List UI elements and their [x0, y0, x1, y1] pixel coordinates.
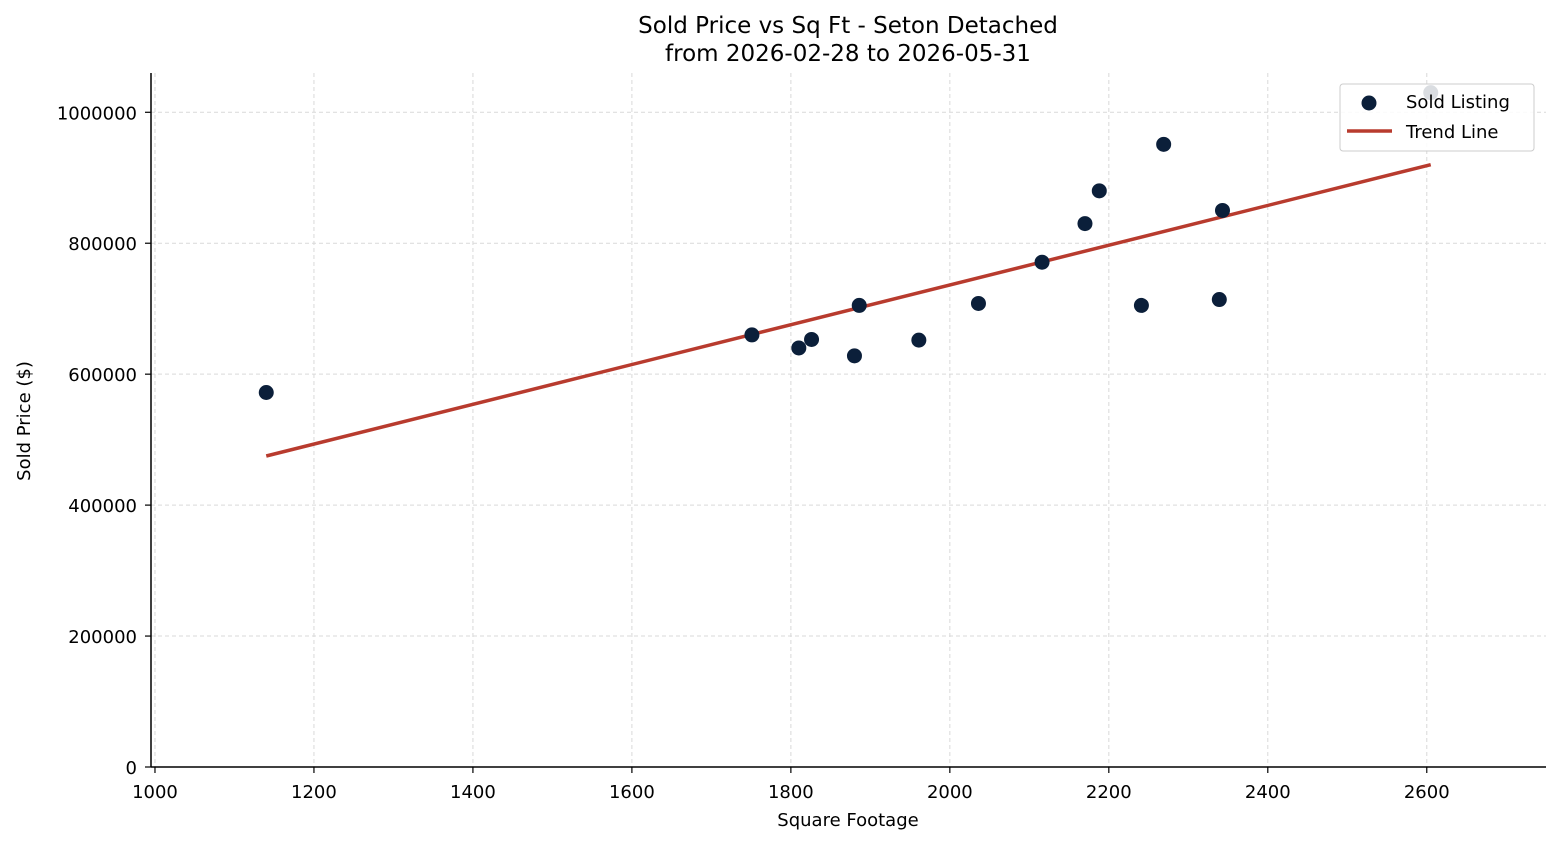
data-point	[744, 327, 760, 343]
x-tick-label: 2400	[1245, 782, 1291, 803]
y-tick-label: 1000000	[57, 103, 137, 124]
data-point	[1133, 297, 1149, 313]
grid-lines	[151, 73, 1546, 768]
x-tick-label: 1000	[132, 782, 178, 803]
data-point	[258, 385, 274, 401]
tick-labels: 1000 1200 1400 1600 1800 2000 2200 2400 2600 0 200…	[57, 103, 1450, 803]
y-axis-label: Sold Price ($)	[14, 361, 35, 481]
legend: Sold Listing Trend Line	[1339, 83, 1535, 152]
x-tick-label: 1400	[450, 782, 496, 803]
y-tick-label: 200000	[68, 627, 137, 648]
chart-title-line-2: from 2026-02-28 to 2026-05-31	[665, 41, 1031, 67]
y-tick-label: 0	[126, 758, 137, 779]
x-tick-label: 2600	[1404, 782, 1450, 803]
x-axis-label: Square Footage	[777, 810, 918, 831]
data-point	[851, 297, 867, 313]
data-point	[1091, 183, 1107, 199]
x-tick-label: 1600	[609, 782, 655, 803]
chart-title-line-1: Sold Price vs Sq Ft - Seton Detached	[638, 13, 1058, 39]
data-point	[1156, 136, 1172, 152]
y-tick-label: 400000	[68, 496, 137, 517]
x-tick-label: 2200	[1086, 782, 1132, 803]
data-point	[846, 348, 862, 364]
legend-box	[1339, 83, 1535, 152]
data-point	[1211, 292, 1227, 308]
trend-line	[265, 162, 1432, 458]
data-point	[1214, 202, 1230, 218]
data-point	[1034, 254, 1050, 270]
data-point	[1077, 216, 1093, 232]
data-point	[804, 331, 820, 347]
x-tick-label: 1800	[768, 782, 814, 803]
x-tick-label: 2000	[927, 782, 973, 803]
data-point	[970, 295, 986, 311]
y-tick-label: 600000	[68, 365, 137, 386]
y-tick-label: 800000	[68, 234, 137, 255]
plot-area	[258, 85, 1439, 458]
x-tick-label: 1200	[291, 782, 337, 803]
legend-label-sold-listing: Sold Listing	[1406, 92, 1510, 113]
data-point	[791, 340, 807, 356]
data-point	[911, 332, 927, 348]
legend-label-trend-line: Trend Line	[1405, 122, 1499, 143]
axes	[150, 73, 1546, 768]
legend-marker-sold-listing	[1361, 95, 1377, 111]
